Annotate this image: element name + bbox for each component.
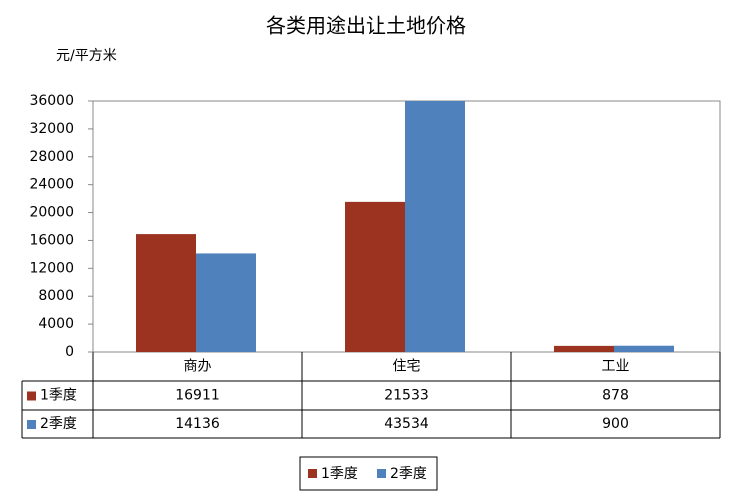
table-series-label: 1季度 bbox=[40, 388, 77, 404]
x-tick-label: 工业 bbox=[602, 359, 630, 375]
legend-label: 2季度 bbox=[390, 466, 427, 482]
x-tick-label: 商办 bbox=[184, 359, 212, 375]
table-cell: 900 bbox=[602, 416, 629, 432]
bars bbox=[136, 101, 674, 352]
legend-key bbox=[377, 469, 386, 478]
legend-box bbox=[299, 456, 438, 491]
table-legend-key bbox=[27, 391, 36, 401]
table-cell: 21533 bbox=[384, 388, 429, 404]
table-cell: 43534 bbox=[384, 416, 429, 432]
bar bbox=[345, 201, 405, 352]
bar bbox=[614, 345, 674, 352]
y-axis-label: 元/平方米 bbox=[56, 48, 117, 64]
y-tick-label: 36000 bbox=[29, 93, 74, 109]
y-tick-label: 24000 bbox=[29, 177, 74, 193]
y-tick-label: 20000 bbox=[29, 205, 74, 221]
bar bbox=[554, 345, 614, 352]
table-series-label: 2季度 bbox=[40, 416, 77, 432]
legend-key bbox=[308, 469, 317, 478]
chart-title: 各类用途出让土地价格 bbox=[266, 14, 466, 38]
y-tick-label: 12000 bbox=[29, 260, 74, 276]
table-cell: 878 bbox=[602, 388, 629, 404]
y-tick-label: 4000 bbox=[38, 316, 74, 332]
bar bbox=[136, 234, 196, 352]
y-tick-label: 32000 bbox=[29, 121, 74, 137]
data-table bbox=[21, 352, 721, 439]
x-tick-label: 住宅 bbox=[393, 359, 421, 375]
table-cell: 16911 bbox=[175, 388, 220, 404]
y-tick-label: 28000 bbox=[29, 149, 74, 165]
y-tick-label: 16000 bbox=[29, 232, 74, 248]
bar bbox=[196, 253, 256, 352]
bar bbox=[405, 101, 465, 352]
table-legend-key bbox=[27, 420, 36, 429]
y-tick-label: 8000 bbox=[38, 288, 74, 304]
legend-label: 1季度 bbox=[321, 466, 358, 482]
table-cell: 14136 bbox=[175, 416, 220, 432]
y-tick-label: 0 bbox=[65, 344, 74, 360]
